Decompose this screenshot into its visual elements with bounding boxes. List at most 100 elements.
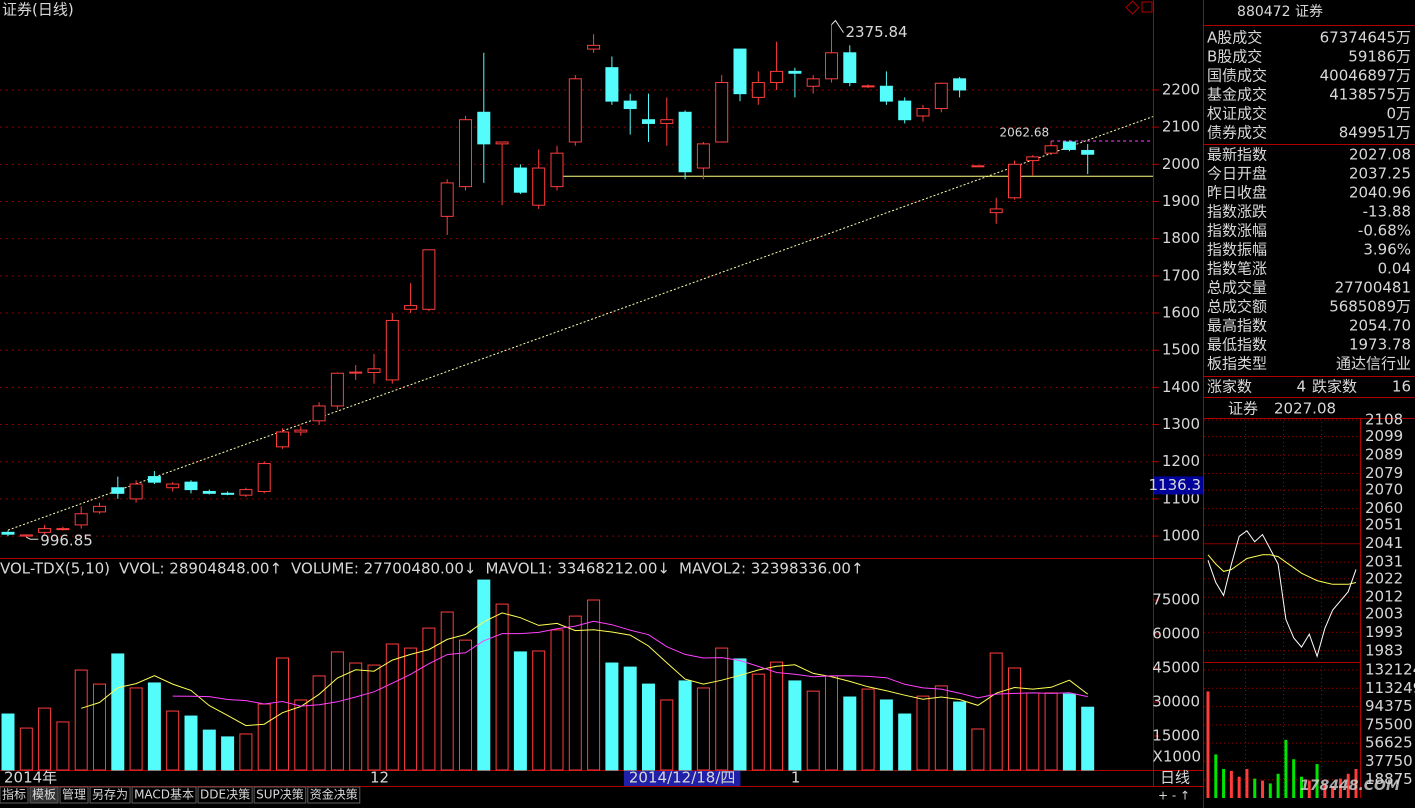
toolbar-tab-frame[interactable] <box>307 786 361 804</box>
volume-bar <box>605 662 619 771</box>
candle-body <box>239 489 253 496</box>
intraday-line <box>1207 530 1357 658</box>
y2-tick-label: 18875 <box>1365 770 1413 788</box>
mini-last: 2027.08 <box>1274 400 1336 418</box>
toolbar-tab[interactable]: DDE决策 <box>200 788 250 802</box>
y-tick-label: 2108 <box>1365 411 1403 429</box>
volume-bar <box>147 682 161 771</box>
y-tick-label: 2100 <box>1162 118 1200 136</box>
volume-bar <box>495 603 509 771</box>
y-tick-label: 15000 <box>1152 727 1200 745</box>
candle-body <box>806 78 820 87</box>
toolbar-tab[interactable]: 模板 <box>32 788 56 802</box>
volume-bar <box>239 733 253 771</box>
candle-body <box>1 531 15 535</box>
indicator-header: VOL-TDX(5,10) <box>0 560 110 578</box>
info-label: 权证成交 <box>1207 105 1267 123</box>
candle-body <box>898 100 912 121</box>
x-tick-label: 1 <box>791 769 801 787</box>
mini-title: 证券 <box>1228 400 1258 418</box>
y-tick-label: 1993 <box>1365 623 1403 641</box>
candle-body <box>1026 156 1040 162</box>
volume-bar <box>550 629 564 771</box>
info-value: 67374645万 <box>1320 29 1411 47</box>
period-tab[interactable]: 日线 <box>1160 769 1190 787</box>
info-value: 1973.78 <box>1349 336 1411 354</box>
toolbar-tab[interactable]: SUP决策 <box>256 788 304 802</box>
chart-title: 证券(日线) <box>2 1 74 19</box>
info-value: 2037.25 <box>1349 165 1411 183</box>
icon[interactable] <box>1141 1 1153 13</box>
toolbar-tab-frame[interactable] <box>29 786 59 804</box>
extreme-pointer <box>26 536 39 540</box>
y-tick-label: 1400 <box>1162 378 1200 396</box>
toolbar-tab-frame[interactable] <box>0 786 29 804</box>
volume-bar <box>623 666 637 771</box>
y-tick-label: 1700 <box>1162 266 1200 284</box>
candle-body <box>221 492 235 495</box>
candle-body <box>367 368 381 373</box>
volume-bar <box>294 699 308 771</box>
info-label: 指数涨跌 <box>1207 203 1267 221</box>
info-value: 2040.96 <box>1349 184 1411 202</box>
info-value: -13.88 <box>1363 203 1411 221</box>
y2-tick-label: 75500 <box>1365 715 1413 733</box>
volume-bar <box>404 647 418 771</box>
volume-bar <box>1008 667 1021 771</box>
info-label: 昨日收盘 <box>1207 184 1267 202</box>
volume-bar <box>715 647 729 771</box>
candle-body <box>642 119 655 124</box>
candle-body <box>953 78 967 91</box>
candle-body <box>605 67 619 102</box>
cursor-label: 1136.3 <box>1149 476 1202 494</box>
icon[interactable] <box>1125 0 1140 15</box>
toolbar-tab[interactable]: 指标 <box>2 787 26 802</box>
toolbar-tab-frame[interactable] <box>59 786 89 804</box>
zoom-buttons[interactable]: + - ↑ <box>1158 789 1190 803</box>
candle-body <box>587 44 601 50</box>
y-tick-label: 1000 <box>1162 527 1200 545</box>
info-label: 今日开盘 <box>1207 165 1267 183</box>
toolbar-tab-frame[interactable] <box>89 786 131 804</box>
volume-bar <box>111 653 125 771</box>
toolbar-tab-frame[interactable] <box>131 786 197 804</box>
cursor-box <box>1154 476 1203 495</box>
candle-body <box>276 431 289 448</box>
toolbar-tab[interactable]: 资金决策 <box>310 787 358 802</box>
toolbar-tab[interactable]: 另存为 <box>92 788 128 802</box>
candle-body <box>879 85 893 102</box>
candle-body <box>532 167 546 206</box>
candle-body <box>934 82 948 110</box>
candle-body <box>751 82 765 98</box>
volume-bar <box>276 657 289 771</box>
volume-bar <box>38 707 52 771</box>
toolbar-tab[interactable]: 管理 <box>62 787 86 802</box>
intraday-volume-bar <box>1338 778 1342 798</box>
toolbar-tab-frame[interactable] <box>253 786 307 804</box>
volume-bar <box>477 579 491 771</box>
indicator-header: VVOL: 28904848.00↑ <box>119 560 282 578</box>
intraday-volume-bar <box>1276 773 1280 798</box>
candle-body <box>660 119 674 124</box>
info-label: 国债成交 <box>1207 67 1267 85</box>
y-tick-label: 2089 <box>1365 446 1403 464</box>
candle-body <box>861 85 875 88</box>
y-tick-label: 2003 <box>1365 604 1403 622</box>
candle-body <box>550 152 564 188</box>
extreme-pointer <box>831 19 844 33</box>
toolbar-tab[interactable]: MACD基本 <box>134 788 194 802</box>
volume-bar <box>1 713 15 771</box>
volume-bar <box>56 721 70 771</box>
volume-bar <box>349 662 363 771</box>
toolbar-tab-frame[interactable] <box>197 786 253 804</box>
info-value: 0.04 <box>1378 260 1411 278</box>
volume-bar <box>1044 692 1058 771</box>
volume-bar <box>532 650 546 771</box>
y-tick-label: 2022 <box>1365 569 1403 587</box>
candle-body <box>74 513 88 526</box>
y-tick-label: 1900 <box>1162 192 1200 210</box>
y2-tick-label: 94375 <box>1365 697 1413 715</box>
y-tick-label: 2200 <box>1162 80 1200 98</box>
